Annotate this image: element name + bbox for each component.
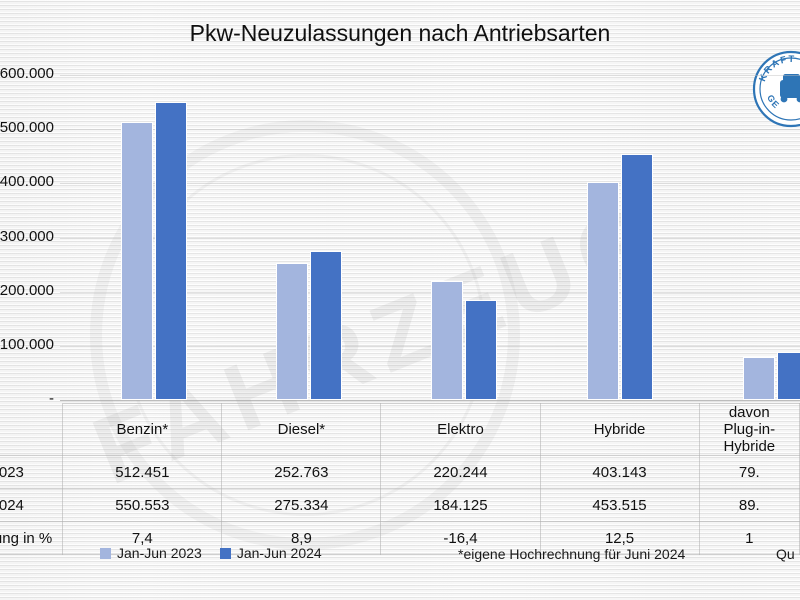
table-row: Veränderung in %7,48,9-16,412,51 bbox=[0, 521, 800, 555]
chart-baseline-axis bbox=[60, 400, 800, 401]
table-cell: 184.125 bbox=[380, 488, 541, 522]
table-column-header: Elektro bbox=[380, 403, 541, 456]
table-cell: 89. bbox=[698, 488, 800, 522]
chart-gridline bbox=[60, 291, 800, 293]
chart-bar bbox=[465, 300, 497, 400]
chart-bar bbox=[777, 351, 800, 400]
table-cell: 1 bbox=[698, 521, 800, 555]
chart-y-tick-label: 400.000 bbox=[0, 173, 54, 191]
table-cell: 275.334 bbox=[221, 488, 382, 522]
legend-item: Jan-Jun 2024 bbox=[219, 545, 322, 561]
chart-bar bbox=[743, 357, 775, 400]
table-column-header: Benzin* bbox=[62, 403, 223, 456]
chart-y-tick-label: 500.000 bbox=[0, 119, 54, 137]
table-row-label: Veränderung in % bbox=[0, 521, 64, 555]
chart-y-tick-label: 300.000 bbox=[0, 227, 54, 245]
table-cell: 512.451 bbox=[62, 455, 223, 489]
chart-bar bbox=[121, 122, 153, 400]
table-cell: 7,4 bbox=[62, 521, 223, 555]
chart-gridline bbox=[60, 345, 800, 347]
chart-gridline bbox=[60, 237, 800, 239]
chart-footer: Jan-Jun 2023 Jan-Jun 2024 *eigene Hochrec… bbox=[0, 545, 800, 575]
chart-gridline bbox=[60, 183, 800, 185]
table-cell: -16,4 bbox=[380, 521, 541, 555]
legend-label: Jan-Jun 2024 bbox=[236, 545, 322, 561]
legend-swatch bbox=[100, 547, 111, 559]
table-column-header: davon Plug-in-Hybride bbox=[698, 403, 800, 456]
table-row: Jan-Jun 2023512.451252.763220.244403.143… bbox=[0, 455, 800, 489]
table-cell: 453.515 bbox=[539, 488, 700, 522]
chart-y-tick-label: - bbox=[49, 390, 54, 407]
table-cell: 252.763 bbox=[221, 455, 382, 489]
chart-bar bbox=[621, 154, 653, 400]
table-cell: 220.244 bbox=[380, 455, 541, 489]
table-cell: 403.143 bbox=[539, 455, 700, 489]
chart-gridline bbox=[60, 75, 800, 76]
legend-label: Jan-Jun 2023 bbox=[117, 545, 202, 561]
data-table: Benzin* Diesel* Elektro Hybride davon Plug-i… bbox=[0, 403, 800, 555]
table-column-header: Diesel* bbox=[221, 403, 382, 456]
kba-logo: KRAFT GE bbox=[752, 50, 800, 128]
chart-bar bbox=[310, 250, 342, 400]
chart-footnote: *eigene Hochrechnung für Juni 2024 bbox=[458, 546, 686, 562]
chart-bar bbox=[431, 280, 463, 400]
table-row-label: Jan-Jun 2023 bbox=[0, 455, 64, 489]
chart-y-tick-label: 200.000 bbox=[0, 281, 54, 299]
table-cell: 79. bbox=[698, 455, 800, 489]
table-header-row: Benzin* Diesel* Elektro Hybride davon Plug-i… bbox=[0, 403, 800, 456]
chart-y-tick-label: 100.000 bbox=[0, 335, 54, 353]
table-corner-cell bbox=[0, 403, 64, 456]
table-cell: 550.553 bbox=[62, 488, 223, 522]
page-title: Pkw-Neuzulassungen nach Antriebsarten bbox=[189, 20, 611, 46]
chart-bar bbox=[587, 181, 619, 400]
chart-bar bbox=[276, 263, 308, 400]
legend-swatch bbox=[219, 547, 231, 559]
chart-plot-area: 600.000 500.000 400.000 300.000 200.000 100.0… bbox=[0, 55, 800, 407]
chart-legend: Jan-Jun 2023 Jan-Jun 2024 bbox=[100, 545, 322, 561]
table-cell: 12,5 bbox=[539, 521, 700, 555]
table-cell: 8,9 bbox=[221, 521, 382, 555]
table-row-label: Jan-Jun 2024 bbox=[0, 488, 64, 522]
table-row: Jan-Jun 2024550.553275.334184.125453.515… bbox=[0, 488, 800, 522]
table-column-header: Hybride bbox=[539, 403, 700, 456]
chart-y-tick-label: 600.000 bbox=[0, 65, 54, 82]
legend-item: Jan-Jun 2023 bbox=[100, 545, 202, 561]
chart-bar bbox=[155, 101, 187, 400]
chart-source-label: Qu bbox=[776, 546, 795, 562]
chart-gridline bbox=[60, 129, 800, 131]
